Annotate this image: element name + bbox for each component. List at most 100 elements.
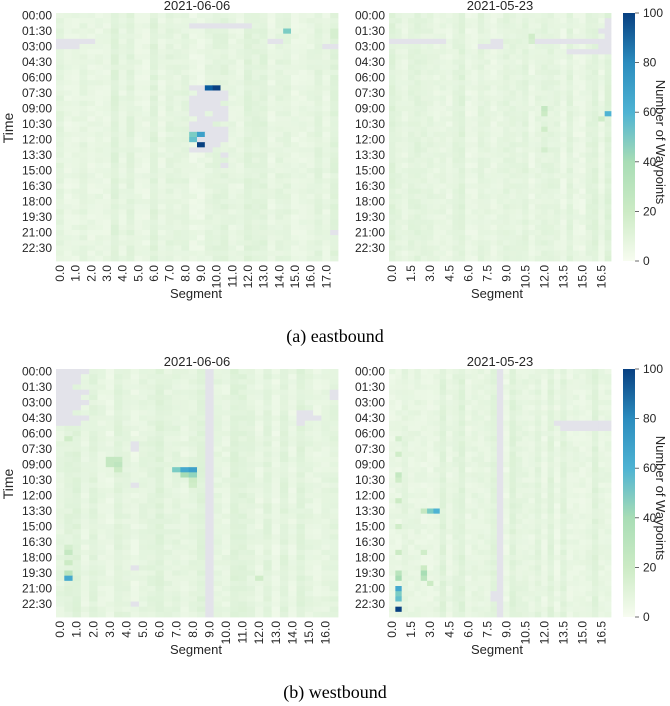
heatmap-cell	[180, 467, 190, 473]
heatmap-cell	[64, 415, 73, 422]
heatmap-cell	[56, 100, 65, 107]
heatmap-cell	[103, 204, 112, 210]
heatmap-cell	[471, 106, 479, 112]
heatmap-cell	[465, 250, 472, 257]
heatmap-cell	[221, 591, 231, 597]
heatmap-cell	[105, 493, 115, 499]
heatmap-cell	[236, 90, 245, 97]
heatmap-cell	[110, 111, 120, 117]
heatmap-cell	[604, 235, 612, 241]
heatmap-cell	[244, 95, 253, 102]
heatmap-cell	[509, 199, 517, 205]
heatmap-cell	[566, 111, 574, 117]
heatmap-cell	[189, 137, 198, 143]
heatmap-cell	[433, 147, 441, 153]
heatmap-cell	[63, 75, 73, 81]
heatmap-cell	[188, 451, 198, 458]
heatmap-cell	[213, 524, 223, 530]
heatmap-cell	[63, 183, 73, 190]
heatmap-cell	[138, 394, 148, 401]
heatmap-cell	[188, 529, 198, 535]
heatmap-cell	[547, 245, 555, 252]
heatmap-cell	[122, 529, 132, 535]
heatmap-cell	[267, 204, 276, 210]
heatmap-cell	[134, 131, 143, 138]
heatmap-cell	[64, 482, 73, 489]
heatmap-cell	[598, 75, 606, 81]
heatmap-cell	[246, 415, 256, 422]
heatmap-cell	[56, 379, 65, 385]
heatmap-cell	[259, 131, 268, 138]
heatmap-cell	[155, 508, 165, 515]
heatmap-cell	[458, 147, 466, 153]
heatmap-cell	[298, 168, 308, 174]
heatmap-cell	[118, 106, 127, 112]
heatmap-cell	[189, 209, 198, 215]
heatmap-cell	[579, 75, 587, 81]
heatmap-cell	[433, 219, 441, 226]
heatmap-cell	[95, 38, 104, 45]
heatmap-cell	[321, 482, 331, 489]
heatmap-cell	[446, 240, 453, 246]
heatmap-cell	[458, 219, 466, 226]
heatmap-cell	[389, 235, 396, 241]
heatmap-cell	[165, 126, 174, 133]
heatmap-cell	[330, 75, 339, 81]
heatmap-cell	[251, 54, 261, 60]
heatmap-cell	[389, 116, 396, 122]
heatmap-cell	[547, 49, 555, 55]
heatmap-cell	[118, 75, 127, 81]
heatmap-cell	[471, 64, 479, 71]
heatmap-cell	[296, 487, 306, 494]
heatmap-cell	[329, 425, 339, 432]
heatmap-cell	[566, 245, 574, 252]
heatmap-cell	[255, 446, 264, 453]
heatmap-cell	[228, 59, 237, 66]
heatmap-cell	[87, 85, 96, 91]
heatmap-cell	[446, 178, 453, 184]
heatmap-cell	[484, 111, 491, 117]
heatmap-cell	[79, 18, 88, 24]
heatmap-cell	[165, 85, 174, 91]
heatmap-cell	[259, 157, 268, 164]
heatmap-cell	[126, 64, 135, 71]
heatmap-cell	[490, 204, 498, 210]
heatmap-cell	[534, 209, 542, 215]
heatmap-cell	[89, 508, 98, 515]
heatmap-cell	[452, 131, 460, 138]
heatmap-cell	[585, 100, 593, 107]
heatmap-cell	[157, 126, 167, 133]
heatmap-cell	[433, 75, 441, 81]
heatmap-cell	[509, 75, 517, 81]
heatmap-cell	[142, 59, 151, 66]
heatmap-cell	[528, 111, 536, 117]
heatmap-cell	[477, 18, 485, 24]
heatmap-cell	[95, 142, 104, 148]
heatmap-cell	[197, 549, 206, 556]
heatmap-cell	[118, 250, 127, 257]
heatmap-cell	[126, 126, 135, 133]
heatmap-cell	[228, 54, 237, 60]
heatmap-cell	[204, 95, 214, 102]
heatmap-cell	[64, 524, 73, 530]
heatmap-cell	[134, 142, 143, 148]
heatmap-cell	[313, 456, 322, 463]
heatmap-cell	[509, 131, 517, 138]
heatmap-cell	[87, 64, 96, 71]
x-tick-label: 11.0	[225, 265, 239, 288]
heatmap-cell	[72, 544, 82, 551]
heatmap-cell	[163, 503, 173, 509]
heatmap-cell	[598, 100, 606, 107]
heatmap-cell	[142, 106, 151, 112]
heatmap-cell	[271, 467, 281, 473]
x-tick-label: 10.5	[518, 265, 532, 289]
heatmap-cell	[188, 555, 198, 561]
heatmap-cell	[591, 54, 599, 60]
x-tick-label: 12.0	[537, 265, 551, 289]
heatmap-cell	[238, 549, 248, 556]
heatmap-cell	[534, 69, 542, 76]
heatmap-cell	[150, 106, 159, 112]
heatmap-cell	[263, 369, 273, 375]
heatmap-cell	[122, 462, 132, 468]
heatmap-cell	[296, 570, 306, 577]
